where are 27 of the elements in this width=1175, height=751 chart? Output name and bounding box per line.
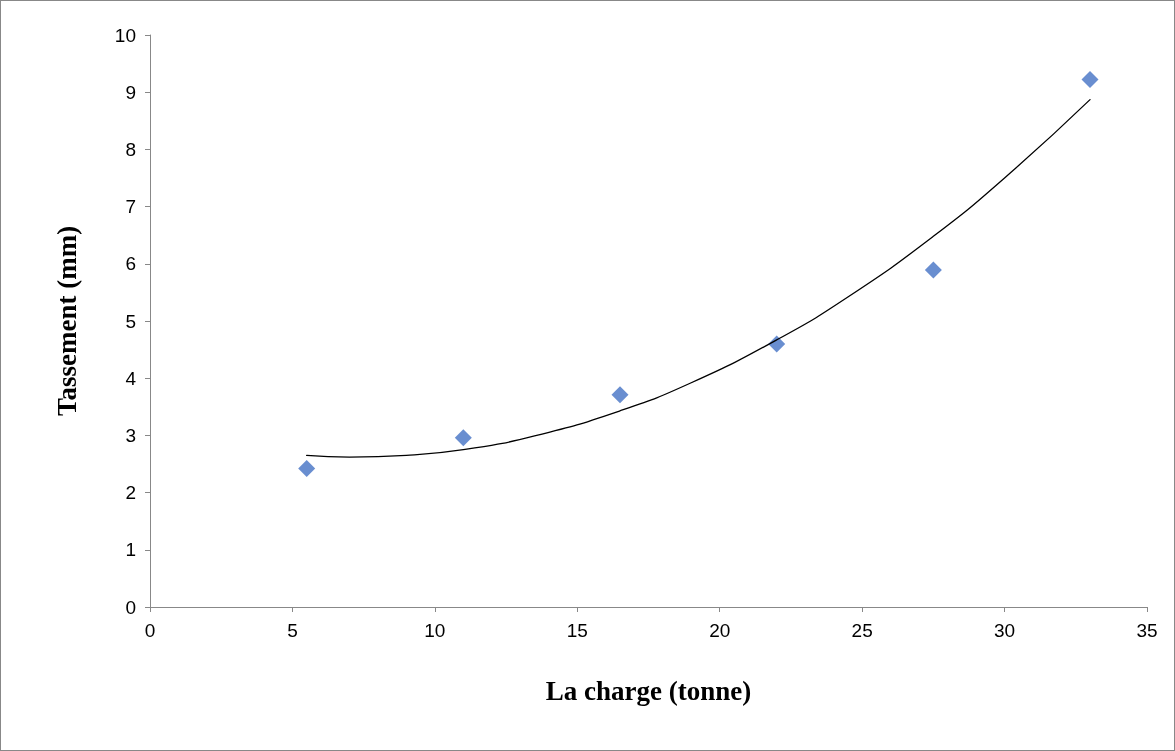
x-tick-label: 10 bbox=[424, 620, 446, 641]
point bbox=[1081, 71, 1099, 89]
x-tick-label: 30 bbox=[994, 620, 1016, 641]
x-axis-title: La charge (tonne) bbox=[545, 675, 752, 706]
y-tick-label: 10 bbox=[114, 24, 136, 46]
x-tick-label: 35 bbox=[1136, 620, 1158, 641]
y-tick-label: 2 bbox=[125, 482, 136, 504]
y-tick-label: 9 bbox=[125, 81, 136, 103]
x-tick-label: 5 bbox=[287, 620, 298, 641]
x-tick-label: 25 bbox=[851, 620, 873, 641]
y-tick-label: 5 bbox=[125, 310, 136, 332]
y-tick-label: 8 bbox=[125, 138, 136, 160]
y-tick-label: 0 bbox=[125, 596, 136, 618]
point bbox=[298, 460, 316, 478]
point bbox=[611, 386, 629, 404]
x-tick-label: 15 bbox=[566, 620, 588, 641]
y-axis-title: Tassement (mm) bbox=[51, 225, 82, 417]
line-series bbox=[306, 98, 1091, 458]
y-tick-label: 6 bbox=[125, 253, 136, 275]
y-tick-label: 3 bbox=[125, 424, 136, 446]
y-tick-label: 4 bbox=[125, 367, 137, 389]
point bbox=[924, 261, 942, 279]
point bbox=[454, 429, 472, 447]
x-tick-label: 0 bbox=[144, 620, 156, 641]
y-tick-label: 1 bbox=[125, 539, 136, 561]
x-tick-label: 20 bbox=[709, 620, 731, 641]
y-tick-label: 7 bbox=[125, 196, 136, 218]
